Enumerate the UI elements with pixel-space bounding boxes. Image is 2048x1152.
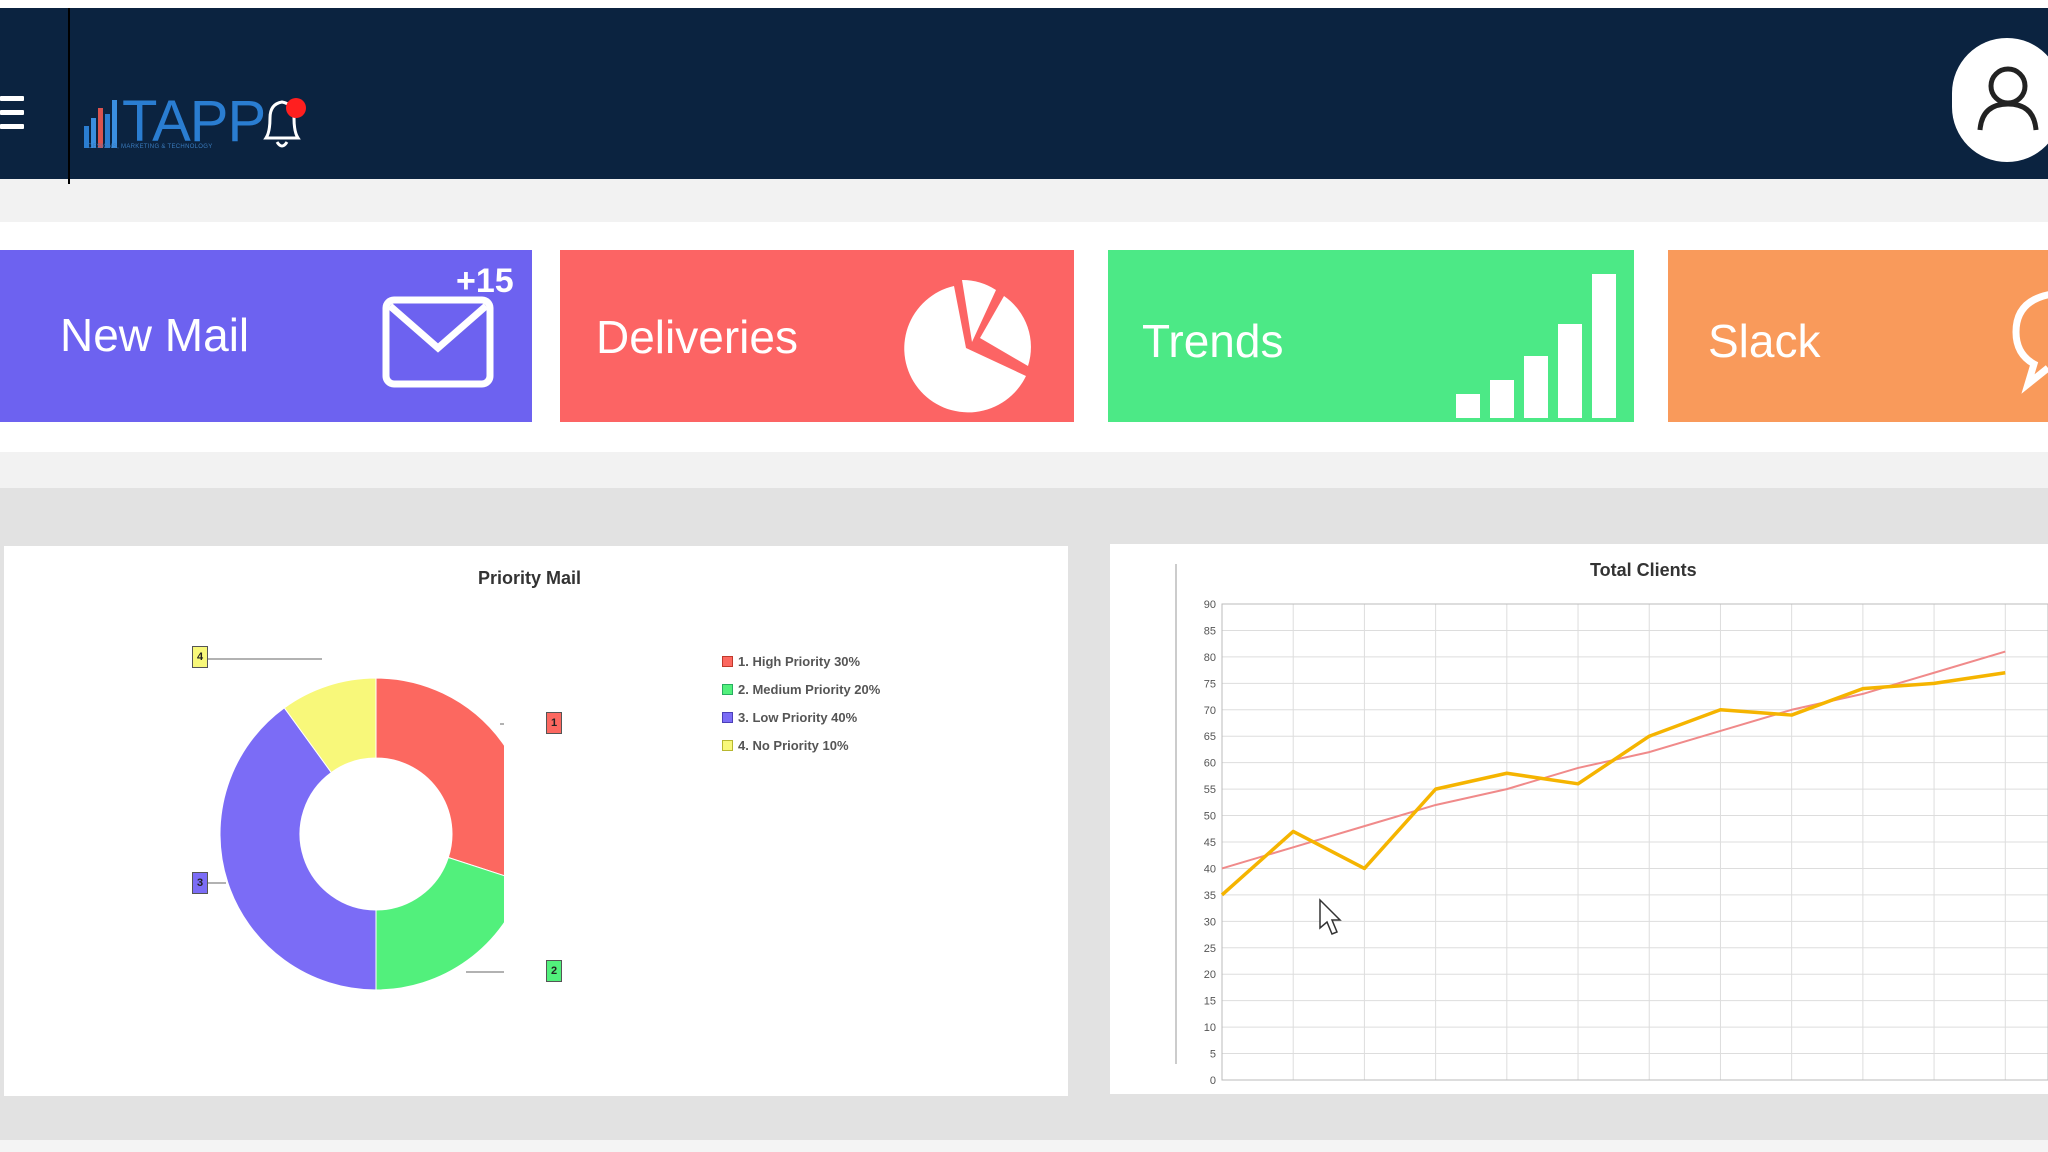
bar-chart-icon — [1456, 274, 1616, 418]
chart-title: Priority Mail — [478, 568, 582, 588]
donut-slice-4[interactable] — [283, 677, 377, 774]
tile-trends[interactable]: Trends — [1108, 250, 1634, 422]
user-avatar[interactable] — [1952, 38, 2048, 162]
hamburger-menu-icon[interactable] — [0, 96, 28, 148]
mail-count-badge: +15 — [456, 262, 514, 300]
y-tick-label: 35 — [1204, 890, 1216, 902]
y-tick-label: 60 — [1204, 758, 1216, 770]
tile-label: New Mail — [60, 309, 250, 361]
slice-label-4: 4 — [192, 646, 208, 668]
total-clients-card: Total Clients 0 5 10 15 20 25 30 35 40 45 50 55 60 65… — [1110, 544, 2048, 1094]
tile-label: Deliveries — [596, 311, 798, 363]
tile-label: Slack — [1708, 315, 1821, 367]
legend-item-low[interactable]: 3. Low Priority 40% — [722, 710, 857, 725]
legend-label: 4. No Priority 10% — [738, 738, 849, 753]
tile-label: Trends — [1142, 315, 1284, 367]
logo-bars-icon — [84, 100, 117, 148]
notification-bell-icon[interactable] — [258, 92, 308, 154]
y-tick-label: 65 — [1204, 731, 1216, 743]
y-axis-ticks: 0 5 10 15 20 25 30 35 40 45 50 55 60 65 70 75 80 85 90 — [1204, 599, 1216, 1084]
y-tick-label: 85 — [1204, 625, 1216, 637]
legend-item-none[interactable]: 4. No Priority 10% — [722, 738, 849, 753]
y-tick-label: 25 — [1204, 943, 1216, 955]
app-logo[interactable]: TAPP DESIGNS, MARKETING & TECHNOLOGY — [84, 89, 266, 158]
y-tick-label: 5 — [1210, 1049, 1216, 1061]
donut-chart — [202, 658, 504, 991]
y-tick-label: 0 — [1210, 1075, 1216, 1084]
tile-new-mail[interactable]: New Mail +15 — [0, 250, 532, 422]
slice-label-3: 3 — [192, 872, 208, 894]
series-lines — [1220, 650, 2006, 897]
donut-slice-2[interactable] — [375, 856, 504, 991]
donut-slice-3[interactable] — [219, 707, 377, 991]
plot-border — [1221, 603, 2048, 1081]
user-icon — [1977, 66, 2039, 131]
header-bar — [0, 8, 2048, 179]
mouse-cursor-icon — [1319, 898, 1342, 935]
chart-grid — [1221, 603, 2048, 1081]
y-tick-label: 30 — [1204, 916, 1216, 928]
legend-label: 3. Low Priority 40% — [738, 710, 858, 725]
notification-dot — [286, 98, 306, 118]
logo-text: TAPP — [122, 89, 266, 154]
chat-bubble-icon — [2012, 291, 2048, 394]
legend-item-high[interactable]: 1. High Priority 30% — [722, 654, 860, 669]
legend-label: 1. High Priority 30% — [738, 654, 861, 669]
y-tick-label: 90 — [1204, 599, 1216, 611]
legend-item-medium[interactable]: 2. Medium Priority 20% — [722, 682, 880, 697]
top-strip — [0, 0, 2048, 8]
priority-mail-card: Priority Mail 4 1 3 2 1. High Priority 3… — [4, 546, 1068, 1096]
envelope-icon — [382, 296, 494, 388]
y-tick-label: 45 — [1204, 837, 1216, 849]
donut-slice-1[interactable] — [375, 677, 504, 882]
bottom-strip — [0, 1140, 2048, 1152]
tile-deliveries[interactable]: Deliveries — [560, 250, 1074, 422]
y-tick-label: 20 — [1204, 969, 1216, 981]
y-tick-label: 40 — [1204, 863, 1216, 875]
y-tick-label: 75 — [1204, 678, 1216, 690]
pie-chart-icon — [904, 279, 1031, 413]
series-line-main[interactable] — [1220, 671, 2006, 897]
header-divider — [68, 8, 70, 184]
slice-label-2: 2 — [546, 960, 562, 982]
chart-title: Total Clients — [1590, 560, 1697, 580]
y-tick-label: 70 — [1204, 705, 1216, 717]
slice-label-1: 1 — [546, 712, 562, 734]
tile-slack[interactable]: Slack — [1668, 250, 2048, 422]
y-tick-label: 55 — [1204, 784, 1216, 796]
y-tick-label: 80 — [1204, 652, 1216, 664]
logo-subtext: DESIGNS, MARKETING & TECHNOLOGY — [88, 144, 213, 150]
y-tick-label: 10 — [1204, 1022, 1216, 1034]
y-tick-label: 15 — [1204, 996, 1216, 1008]
donut-slices — [219, 677, 504, 991]
legend-label: 2. Medium Priority 20% — [738, 682, 881, 697]
y-tick-label: 50 — [1204, 811, 1216, 823]
